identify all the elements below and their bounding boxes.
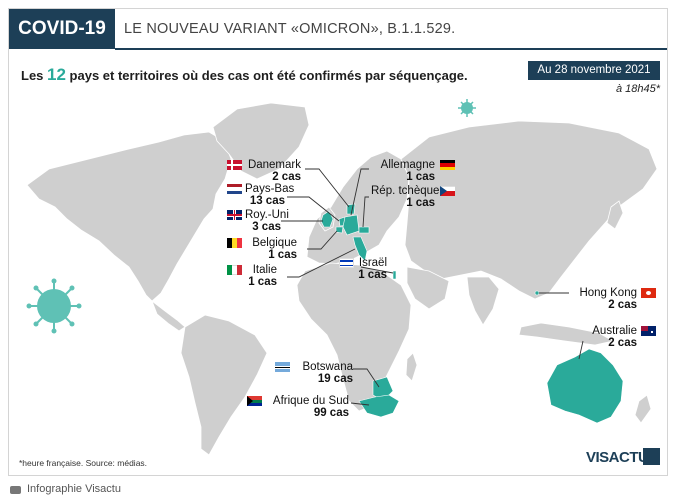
covid-badge: COVID-19 <box>9 9 115 49</box>
header-rule <box>115 48 667 50</box>
asia <box>400 120 658 300</box>
label-paysbas: Pays-Bas 13 cas <box>245 183 295 207</box>
leader-belgique <box>307 230 338 250</box>
label-hongkong: Hong Kong 2 cas <box>579 287 637 311</box>
label-botswana: Botswana 19 cas <box>302 361 353 385</box>
time-label: à 18h45* <box>615 83 660 95</box>
arabia <box>406 266 450 310</box>
italy-flag <box>227 265 242 275</box>
germany-flag <box>440 160 455 170</box>
southafrica-flag <box>247 396 262 406</box>
headline: LE NOUVEAU VARIANT «OMICRON», B.1.1.529. <box>124 21 456 37</box>
germany-shape <box>342 214 360 236</box>
leader-southafrica <box>350 402 370 406</box>
visactu-logo-mark <box>643 448 660 465</box>
netherlands-flag <box>227 184 242 194</box>
hongkong-flag <box>641 288 656 298</box>
label-belgique: Belgique 1 cas <box>252 237 297 261</box>
denmark-flag <box>227 160 242 170</box>
virus-icon <box>26 278 82 334</box>
north-america <box>26 131 232 302</box>
label-allemagne: Allemagne 1 cas <box>380 159 435 183</box>
south-america <box>180 314 268 456</box>
australia-shape <box>546 348 624 424</box>
label-australie: Australie 2 cas <box>592 325 637 349</box>
leader-czech <box>362 196 369 228</box>
czech-shape <box>358 226 370 234</box>
italy-shape <box>352 236 368 262</box>
india <box>466 276 500 326</box>
uk-flag <box>227 210 242 220</box>
visactu-logo: VISACTU <box>586 449 649 466</box>
label-danemark: Danemark 2 cas <box>247 159 301 183</box>
belgium-flag <box>227 238 242 248</box>
leader-italie <box>287 248 356 278</box>
madagascar <box>405 352 418 382</box>
camera-icon <box>10 486 21 494</box>
label-israel: Israël 1 cas <box>358 257 387 281</box>
southafrica-shape <box>358 394 400 418</box>
leader-allemagne <box>350 168 369 216</box>
leader-israel <box>360 266 394 274</box>
leader-australie <box>578 340 584 360</box>
new-zealand <box>634 394 652 424</box>
indonesia <box>518 322 615 346</box>
czech-flag <box>440 186 455 196</box>
infographic-card: COVID-19 LE NOUVEAU VARIANT «OMICRON», B… <box>8 8 668 476</box>
israel-flag <box>339 258 354 268</box>
label-southafrica: Afrique du Sud 99 cas <box>272 395 349 419</box>
israel-shape <box>392 270 397 280</box>
botswana-flag <box>275 362 290 372</box>
label-czech: Rép. tchèque 1 cas <box>371 185 440 209</box>
label-italie: Italie 1 cas <box>248 264 277 288</box>
africa <box>296 262 412 412</box>
credit: Infographie Visactu <box>27 483 121 495</box>
belgium-shape <box>335 226 344 234</box>
leader-danemark <box>305 168 350 208</box>
leader-paysbas <box>287 196 340 222</box>
virus-icon-small <box>458 99 476 117</box>
leader-botswana <box>353 368 380 388</box>
hongkong-dot <box>534 290 540 296</box>
subtitle: Les 12 pays et territoires où des cas on… <box>21 65 468 84</box>
footnote: *heure française. Source: médias. <box>19 458 148 468</box>
date-box: Au 28 novembre 2021 <box>528 61 660 80</box>
japan <box>606 200 624 230</box>
label-royuni: Roy.-Uni 3 cas <box>245 209 289 233</box>
central-america <box>151 299 186 332</box>
australia-flag <box>641 326 656 336</box>
country-count: 12 <box>47 65 66 84</box>
world-map <box>26 99 658 456</box>
